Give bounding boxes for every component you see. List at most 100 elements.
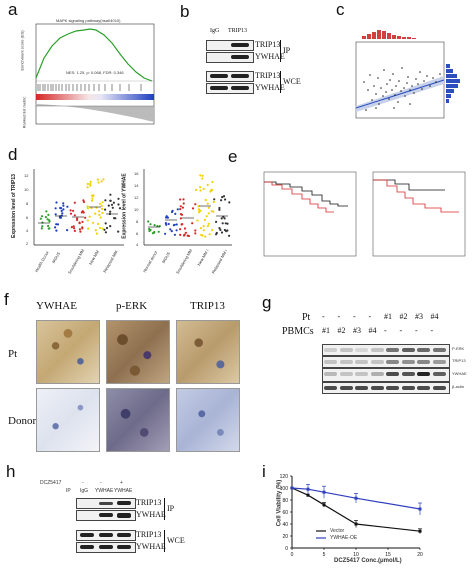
data-point [306,487,310,491]
h-blot-row [76,510,136,521]
dot-point [87,227,90,230]
dot-point [104,231,107,234]
dot-point [203,218,206,221]
dotplot-ywhae-tick: 14 [134,183,139,188]
gsea-ranked-metric [36,104,154,122]
dot-point [86,205,89,208]
data-point [354,522,358,526]
dotplot-ywhae-tick: 8 [136,219,139,224]
dotplot-ywhae-tick: 12 [134,195,139,200]
g-pbmc-marks: #1 #2 #3 #4- - - - [320,326,460,338]
dot-point [98,213,101,216]
dot-point [103,228,106,231]
g-pt-mark: #3 [415,312,423,321]
dot-point [215,220,218,223]
data-point [306,493,310,497]
dot-point [179,233,182,236]
dot-point [113,217,116,220]
dotplot-trip13-tick: 12 [24,173,29,178]
g-pbmc-mark: - [399,326,403,335]
dot-point [54,213,57,216]
g-pt-mark: #2 [399,312,408,321]
panel-label-e: e [228,147,238,166]
scatter-points [363,67,441,111]
gsea-ylabel-bottom: Ranked list metric [21,96,27,129]
g-band [401,372,415,376]
dot-point [70,226,73,229]
dot-point [199,186,202,189]
dot-point [105,226,109,230]
y-tick-label: 40 [282,522,288,528]
dot-point [88,215,91,218]
dot-point [94,229,97,232]
dot-point [175,229,178,232]
dot-point [153,231,156,234]
dot-point [94,212,97,215]
dot-point [117,197,120,200]
y-tick-label: 60 [282,510,288,516]
ihc-col-ywhae: YWHAE [36,300,77,312]
g-pt-label: Pt [302,312,311,323]
data-point [418,507,422,511]
dot-point [90,207,93,210]
regression-line [355,79,445,109]
dot-point [98,202,102,205]
dotplot-ywhae-ylabel: Expression level of YWHAE [121,173,128,239]
x-tick-label: 20 [417,552,423,558]
dotplot-trip13-tick: 6 [26,215,29,220]
dot-point [222,195,226,198]
g-band [339,360,353,364]
g-band [355,360,368,364]
dot-point [86,186,89,189]
x-tick-label: 10 [353,552,359,558]
blot-row [206,52,254,63]
dot-point [100,180,103,183]
dot-point [220,199,223,202]
dot-point [205,215,208,218]
g-band [355,386,368,390]
coip-blot-h: DCZ5417 - - + IP IgG YWHAE YWHAE TRIP13 … [40,478,220,560]
dot-point [109,210,112,213]
legend-ywhae-oe: YWHAE-OE [330,535,358,541]
km-left-red [264,181,334,213]
dot-point [179,198,182,201]
x-tick-label: 0 [291,552,294,558]
blot-row [206,40,254,51]
g-band [432,348,446,352]
gsea-ylabel-top: Enrichment score (ES) [19,30,25,71]
g-band [370,372,384,376]
g-band [324,360,337,364]
y-tick-label: 80 [282,498,288,504]
dot-point [66,205,69,208]
panel-label-c: c [336,0,345,19]
dot-point [179,217,182,220]
km-plot-right [365,168,468,266]
h-blot-row [76,498,136,509]
dot-point [86,219,89,222]
dotplot-ywhae-tick: 6 [136,231,139,236]
dot-point [194,188,198,192]
dot-point [175,223,178,226]
dot-point [224,198,227,201]
dot-point [191,207,195,210]
dot-point [198,209,201,212]
g-pt-mark: #4 [430,312,439,321]
dotplot-ywhae-tick: 10 [134,207,139,212]
dot-point [47,213,50,216]
dot-point [228,234,231,237]
ihc-image-donor-ywhae [36,388,100,452]
panel-label-d: d [8,145,18,164]
h-lane-ywhae: YWHAE [95,488,114,494]
dot-point [170,230,173,233]
dot-point [191,222,194,225]
dot-point [104,208,107,211]
correlation-scatter [350,20,468,138]
dot-point [179,228,182,231]
dot-point [102,178,105,181]
g-band [324,372,337,376]
dot-point [226,222,229,225]
g-pt-mark: - [353,312,356,321]
dot-point [62,208,65,211]
dot-point [212,210,215,213]
lane-label-igg: IgG [210,28,220,34]
